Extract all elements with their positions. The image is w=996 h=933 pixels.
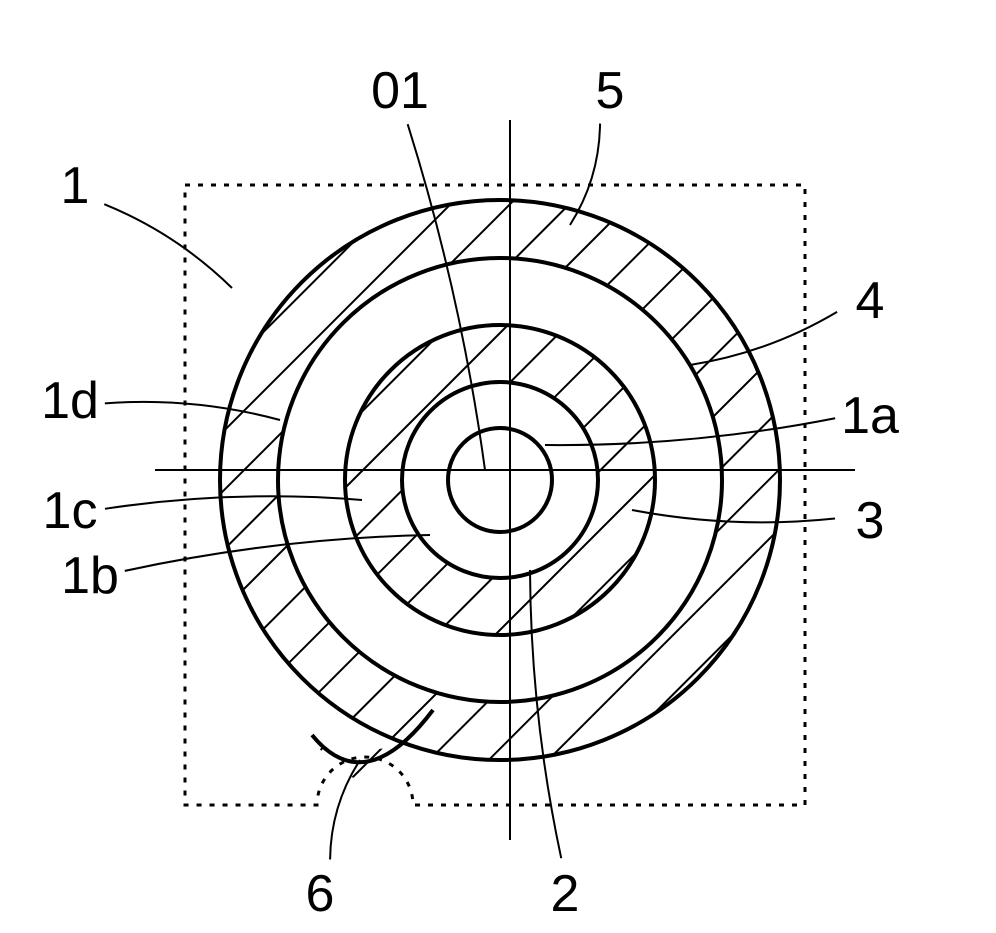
label-4: 4 [856,272,885,330]
label-1c: 1c [43,482,98,540]
label-1d: 1d [41,372,99,430]
label-2: 2 [551,865,580,923]
hatched-outer-ring [220,200,780,760]
circle-1a [448,428,552,532]
circle-2 [402,382,598,578]
label-1: 1 [61,157,90,215]
label-01: 01 [371,62,429,120]
label-1b: 1b [61,547,119,605]
label-1a: 1a [841,387,899,445]
label-5: 5 [596,62,625,120]
leader-1 [104,204,232,288]
label-6: 6 [306,865,335,923]
label-3: 3 [856,492,885,550]
